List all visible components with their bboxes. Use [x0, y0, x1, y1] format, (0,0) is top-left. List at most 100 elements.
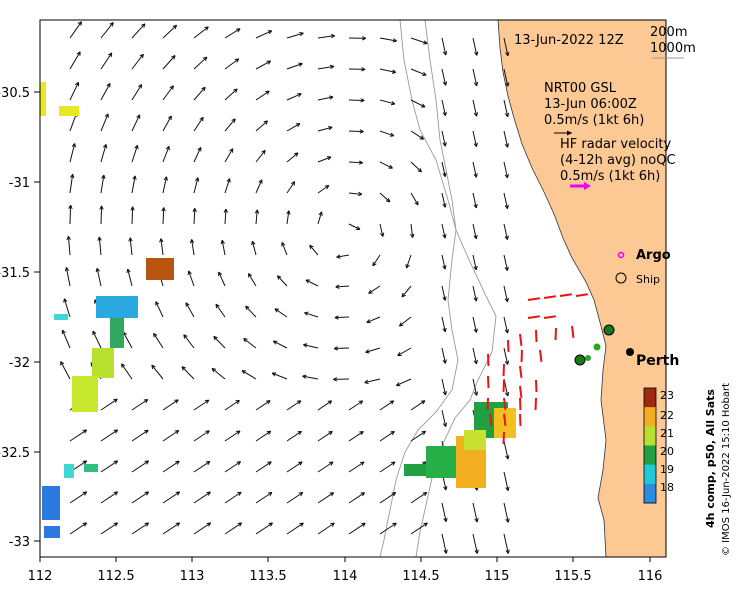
- current-arrow: [503, 161, 509, 179]
- arrow-head: [361, 522, 366, 527]
- colorbar-segment: [644, 440, 656, 446]
- current-arrow: [441, 409, 447, 427]
- colorbar-tick-label: 20: [660, 445, 674, 458]
- arrow-head: [263, 120, 268, 125]
- current-arrow: [472, 502, 478, 523]
- radar-arrow: [571, 325, 575, 339]
- radar-scale-arrow: [570, 182, 591, 190]
- current-arrow: [503, 347, 509, 365]
- radar-arrow: [527, 315, 541, 319]
- current-arrow: [365, 347, 381, 353]
- arrow-head: [101, 174, 106, 180]
- current-arrow: [348, 431, 364, 442]
- arrow-head: [442, 265, 447, 270]
- current-arrow: [348, 192, 362, 195]
- arrow-head: [103, 144, 108, 149]
- current-arrow: [441, 37, 447, 56]
- colorbar-tick-label: 19: [660, 463, 674, 476]
- arrow-head: [82, 522, 88, 527]
- model-legend-line-3: 0.5m/s (1kt 6h): [544, 113, 644, 128]
- current-arrow: [255, 430, 271, 442]
- arrow-head: [187, 270, 192, 275]
- current-arrow: [193, 460, 211, 473]
- arrow-head: [206, 491, 211, 496]
- sst-cell: [59, 106, 79, 116]
- arrow-head: [442, 142, 447, 147]
- credit-text: © IMOS 16-Jun-2022 15:10 Hobart: [721, 383, 732, 556]
- current-arrow: [255, 491, 273, 504]
- sst-cell: [464, 430, 486, 450]
- arrow-head: [71, 143, 76, 148]
- perth-label: Perth: [636, 353, 679, 369]
- arrow-head: [266, 400, 271, 405]
- current-arrow: [100, 144, 107, 163]
- arrow-head: [137, 84, 143, 89]
- current-arrow: [98, 236, 102, 256]
- arrow-head: [261, 149, 266, 155]
- current-arrow: [472, 99, 478, 117]
- arrow-head: [505, 455, 510, 460]
- current-arrow: [274, 308, 288, 318]
- radar-legend-line-1: HF radar velocity: [560, 137, 672, 152]
- current-arrow: [317, 156, 332, 163]
- arrow-head: [473, 173, 478, 178]
- current-arrow: [410, 430, 426, 442]
- arrow-head: [272, 340, 278, 345]
- current-arrow: [255, 150, 266, 163]
- current-arrow: [100, 522, 118, 535]
- colorbar-segment: [644, 464, 656, 470]
- current-arrow: [503, 440, 509, 460]
- current-arrow: [317, 96, 334, 101]
- current-arrow: [379, 400, 395, 411]
- arrow-head: [504, 112, 510, 118]
- arrow-head: [391, 492, 397, 497]
- colorbar-tick-label: 18: [660, 481, 674, 494]
- current-arrow: [162, 24, 177, 39]
- y-tick-label: -31.5: [0, 266, 30, 281]
- current-arrow: [69, 143, 76, 163]
- arrow-head: [364, 379, 369, 385]
- sst-cell: [54, 314, 68, 320]
- arrow-head: [330, 33, 336, 39]
- arrow-head: [365, 349, 370, 354]
- arrow-head: [474, 549, 479, 554]
- arrow-head: [205, 460, 211, 466]
- current-arrow: [379, 99, 396, 105]
- arrow-head: [442, 203, 447, 208]
- model-scale-arrow: [554, 130, 572, 136]
- current-arrow: [379, 37, 397, 42]
- current-arrow: [379, 492, 396, 504]
- arrow-head: [422, 491, 428, 497]
- current-arrow: [441, 223, 446, 239]
- arrow-head: [106, 82, 111, 88]
- colorbar-segment: [644, 445, 656, 451]
- arrow-head: [422, 71, 427, 76]
- current-arrow: [441, 130, 446, 147]
- arrow-head: [220, 239, 225, 245]
- current-arrow: [503, 192, 508, 209]
- arrow-head: [297, 93, 302, 98]
- current-arrow: [155, 301, 164, 318]
- current-arrow: [410, 68, 427, 76]
- current-arrow: [255, 30, 272, 39]
- current-arrow: [503, 316, 509, 334]
- radar-arrow: [543, 315, 557, 319]
- contour-label-200m: 200m: [650, 25, 687, 40]
- arrow-head: [473, 359, 478, 365]
- current-arrow: [162, 430, 180, 442]
- arrow-head: [298, 461, 303, 466]
- current-arrow: [317, 400, 333, 411]
- current-arrow: [162, 522, 180, 535]
- current-arrow: [317, 35, 335, 39]
- current-arrow: [317, 126, 333, 132]
- contour-label-1000m: 1000m: [650, 41, 696, 56]
- arrow-head: [423, 40, 428, 45]
- arrow-head: [139, 53, 144, 59]
- arrow-head: [143, 398, 149, 404]
- current-arrow: [100, 22, 114, 39]
- arrow-head: [266, 430, 272, 435]
- arrow-head: [153, 332, 158, 338]
- colorbar-tick-label: 23: [660, 389, 674, 402]
- radar-arrow: [539, 349, 543, 363]
- arrow-head: [97, 236, 102, 241]
